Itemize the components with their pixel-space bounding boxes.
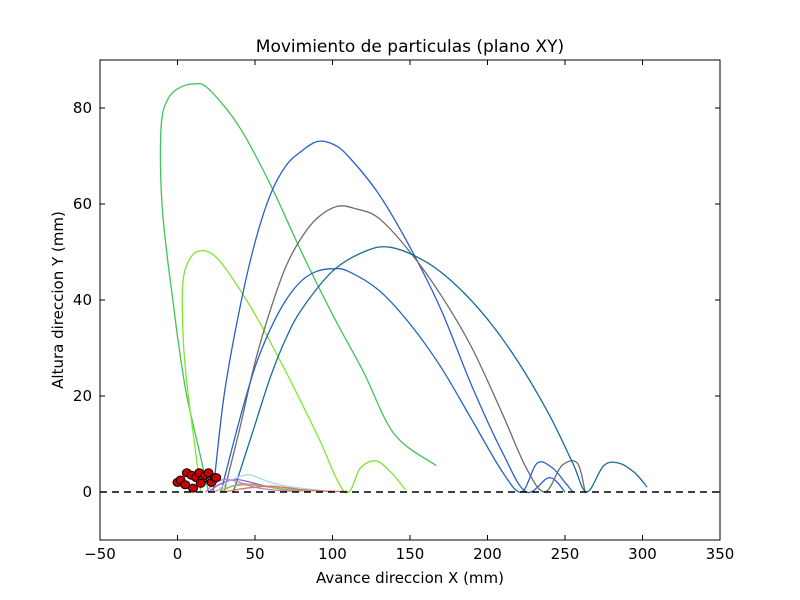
x-tick-label: −50 xyxy=(84,545,116,563)
trajectory-series-6 xyxy=(232,246,648,493)
particle-marker xyxy=(195,478,206,488)
x-tick-label: 300 xyxy=(628,545,657,563)
y-tick-label: 0 xyxy=(82,483,92,501)
trajectory-series-3 xyxy=(212,140,566,494)
x-tick-label: 250 xyxy=(551,545,580,563)
x-tick-label: 0 xyxy=(173,545,183,563)
x-tick-label: 100 xyxy=(318,545,347,563)
particle-marker xyxy=(211,473,222,483)
trajectory-series-4 xyxy=(223,205,586,493)
x-tick-label: 350 xyxy=(706,545,735,563)
y-tick-label: 20 xyxy=(73,387,92,405)
x-tick-label: 50 xyxy=(245,545,264,563)
x-tick-label: 200 xyxy=(473,545,502,563)
plot-frame xyxy=(99,59,721,541)
y-tick-label: 40 xyxy=(73,291,92,309)
trajectory-series-11 xyxy=(223,485,349,493)
x-axis-label: Avance direccion X (mm) xyxy=(316,569,504,587)
particle-layer xyxy=(172,468,222,493)
trajectory-series-10 xyxy=(220,483,310,493)
trajectory-series-5 xyxy=(220,267,574,493)
y-tick-label: 80 xyxy=(73,99,92,117)
x-tick-label: 150 xyxy=(396,545,425,563)
chart-title: Movimiento de particulas (plano XY) xyxy=(256,37,564,57)
trajectory-series-1 xyxy=(159,82,437,493)
y-axis-label: Altura direccion Y (mm) xyxy=(49,211,67,389)
tick-layer: −50 0 50 100 150 200 250 300 350 0 20 40 60 80 xyxy=(73,60,734,563)
particle-marker xyxy=(203,468,214,478)
particle-marker xyxy=(188,483,198,493)
trajectory-series-2 xyxy=(181,249,406,494)
y-tick-label: 60 xyxy=(73,195,92,213)
series-layer xyxy=(159,82,648,494)
